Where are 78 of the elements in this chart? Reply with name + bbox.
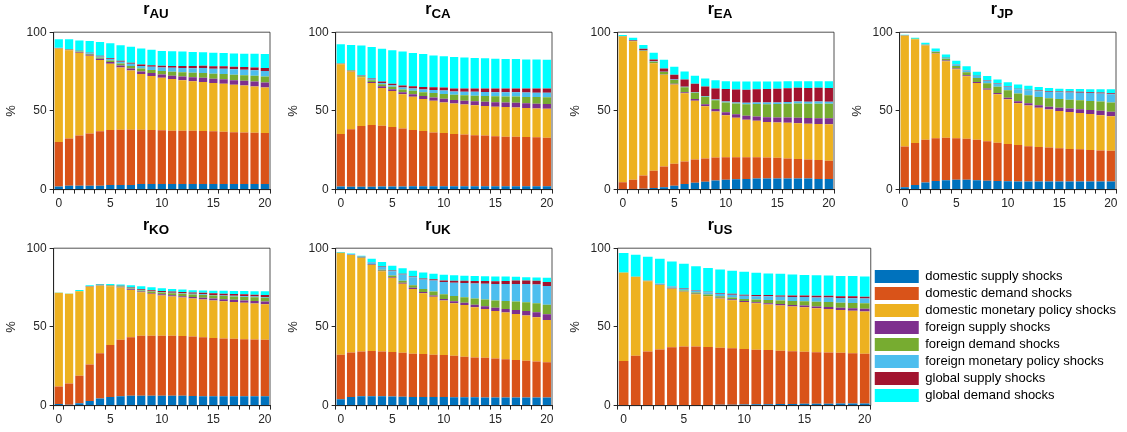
chart-title: r$_{UK}$ [424, 216, 452, 238]
x-tick-label: 5 [388, 196, 396, 211]
x-tick-label: 10 [437, 412, 451, 427]
legend-label: global supply shocks [925, 370, 1046, 386]
x-tick-label: 10 [719, 196, 733, 211]
x-tick-label: 5 [106, 412, 114, 427]
y-tick-label: 100 [26, 24, 47, 39]
y-tick-label: 0 [603, 397, 611, 412]
x-tick-label: 10 [155, 412, 169, 427]
y-tick-label: 0 [39, 181, 47, 196]
y-tick-label: 100 [590, 24, 611, 39]
x-tick-label: 5 [952, 196, 960, 211]
x-tick-label: 10 [737, 412, 752, 427]
y-tick-label: 100 [590, 240, 611, 255]
x-tick-label: 10 [155, 196, 169, 211]
x-tick-label: 20 [1104, 196, 1118, 211]
y-tick-label: 100 [308, 24, 329, 39]
y-tick-label: 100 [26, 240, 47, 255]
x-tick-label: 10 [1001, 196, 1015, 211]
x-tick-label: 0 [901, 196, 909, 211]
legend-label: domestic monetary policy shocks [925, 302, 1117, 318]
legend-label: foreign supply shocks [925, 319, 1051, 335]
x-tick-label: 5 [388, 412, 396, 427]
chart-title: r$_{US}$ [706, 216, 734, 238]
y-tick-label: 100 [308, 240, 329, 255]
y-axis-title: % [3, 320, 19, 333]
legend-label: foreign demand shocks [925, 336, 1061, 352]
x-tick-label: 5 [670, 196, 678, 211]
legend-label: foreign monetary policy shocks [925, 353, 1105, 369]
legend-label: domestic supply shocks [925, 268, 1064, 284]
y-tick-label: 50 [597, 103, 611, 118]
x-tick-label: 0 [55, 412, 63, 427]
x-tick-label: 15 [488, 196, 503, 211]
legend-label: global demand shocks [925, 387, 1056, 403]
x-tick-label: 15 [206, 196, 221, 211]
x-tick-label: 15 [1052, 196, 1067, 211]
y-axis-title: % [285, 104, 301, 117]
y-tick-label: 0 [885, 181, 893, 196]
x-tick-label: 20 [258, 196, 272, 211]
x-tick-label: 0 [620, 412, 628, 427]
y-tick-label: 50 [33, 103, 47, 118]
y-tick-label: 50 [879, 103, 893, 118]
chart-title: r$_{CA}$ [424, 0, 452, 22]
x-tick-label: 20 [258, 412, 272, 427]
y-tick-label: 0 [39, 397, 47, 412]
x-tick-label: 5 [106, 196, 114, 211]
y-tick-label: 100 [872, 24, 893, 39]
x-tick-label: 0 [619, 196, 627, 211]
x-tick-label: 20 [822, 196, 836, 211]
y-tick-label: 0 [321, 181, 329, 196]
x-tick-label: 20 [540, 196, 554, 211]
y-tick-label: 50 [315, 319, 329, 334]
x-tick-label: 15 [488, 412, 503, 427]
x-tick-label: 5 [680, 412, 688, 427]
x-tick-label: 15 [206, 412, 221, 427]
y-tick-label: 0 [603, 181, 611, 196]
y-tick-label: 50 [597, 319, 611, 334]
x-tick-label: 20 [540, 412, 554, 427]
x-tick-label: 0 [55, 196, 63, 211]
x-tick-label: 15 [797, 412, 812, 427]
chart-title: r$_{KO}$ [141, 216, 171, 238]
y-axis-title: % [849, 104, 865, 117]
y-tick-label: 50 [33, 319, 47, 334]
y-tick-label: 0 [321, 397, 329, 412]
chart-title: r$_{AU}$ [142, 0, 170, 22]
x-tick-label: 0 [337, 196, 345, 211]
y-axis-title: % [567, 320, 583, 333]
x-tick-label: 10 [437, 196, 451, 211]
y-axis-title: % [285, 320, 301, 333]
y-axis-title: % [3, 104, 19, 117]
chart-title: r$_{EA}$ [706, 0, 734, 22]
x-tick-label: 0 [337, 412, 345, 427]
y-tick-label: 50 [315, 103, 329, 118]
x-tick-label: 15 [770, 196, 785, 211]
legend-label: domestic demand shocks [925, 285, 1073, 301]
y-axis-title: % [567, 104, 583, 117]
chart-title: r$_{JP}$ [989, 0, 1015, 22]
x-tick-label: 20 [858, 412, 872, 427]
